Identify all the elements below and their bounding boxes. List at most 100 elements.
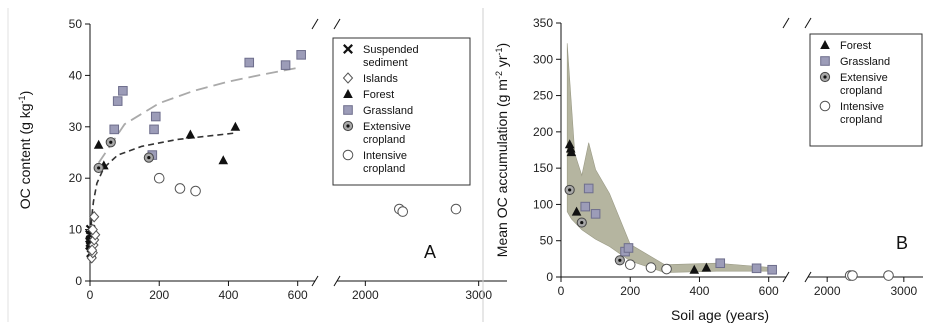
- a-panel-label: A: [424, 242, 436, 262]
- b-point-extensive-cropland-1: [576, 217, 587, 228]
- a-legend-forest-label-line-0: Forest: [363, 89, 394, 101]
- b-y-tick-label-6: 300: [533, 52, 553, 66]
- a-x-tick-label-1: 200: [149, 288, 169, 302]
- a-point-extensive-cropland-0: [93, 162, 104, 174]
- a-point-intensive-cropland-4: [397, 206, 409, 217]
- a-y-axis-label: OC content (g kg-1): [17, 91, 33, 210]
- b-y-axis-label-mid: yr: [494, 55, 510, 71]
- b-legend-grassland-marker: [820, 56, 830, 66]
- a-legend-grassland-label: Grassland: [363, 105, 413, 117]
- a-point-intensive-cropland-1: [174, 183, 186, 194]
- a-legend-forest-marker: [343, 89, 353, 98]
- a-x-tick-label-3: 600: [288, 288, 308, 302]
- b-point-grassland-5: [715, 258, 726, 269]
- a-point-grassland-6: [244, 57, 255, 68]
- a-point-islands-6: [88, 211, 100, 223]
- a-point-grassland-4: [149, 124, 159, 135]
- a-legend-suspended-sediment-marker: [343, 44, 353, 54]
- b-x-break-mark-1: [782, 271, 790, 283]
- b-y-axis-label-sup1: -2: [494, 71, 504, 79]
- b-point-extensive-cropland-1-dot: [580, 220, 584, 225]
- chart-panel-b: 0 50 100 150 200 250 300 350 0 200 400 600 2000 3000 F…: [494, 16, 923, 323]
- b-uncertainty-band: [566, 43, 773, 273]
- a-y-tick-label-4: 40: [69, 68, 83, 82]
- b-legend-extensive-cropland-marker-dot: [823, 75, 827, 79]
- a-point-intensive-cropland-5: [450, 203, 462, 215]
- b-point-intensive-cropland-5: [883, 270, 894, 281]
- b-legend-extensive-cropland-marker: [819, 71, 831, 83]
- b-y-tick-label-4: 200: [533, 125, 553, 139]
- b-point-extensive-cropland-2-dot: [618, 258, 622, 262]
- b-y-axis-label-main: Mean OC accumulation (g m: [494, 79, 510, 257]
- b-y-tick-label-2: 100: [533, 197, 553, 211]
- a-legend-extensive-cropland-label: Extensive cropland: [363, 121, 411, 146]
- a-point-extensive-cropland-2: [143, 152, 154, 163]
- a-legend-islands-label-line-0: Islands: [363, 73, 398, 85]
- b-point-grassland-0: [580, 201, 591, 212]
- b-point-grassland-1: [583, 183, 594, 194]
- a-legend-intensive-cropland-marker: [342, 149, 354, 161]
- a-x-tick-label-2: 400: [218, 288, 238, 302]
- b-point-intensive-cropland-4: [847, 270, 858, 281]
- b-top-break-mark-2: [804, 17, 812, 29]
- a-legend-suspended-sediment-marker-stroke-b: [343, 44, 353, 54]
- a-legend-intensive-cropland-label-line-1: cropland: [363, 163, 405, 175]
- a-point-intensive-cropland-2: [190, 185, 201, 197]
- b-legend-extensive-cropland-label: Extensive cropland: [840, 72, 888, 97]
- a-legend-suspended-sediment-label-line-0: Suspended: [363, 44, 419, 56]
- a-point-forest-3: [218, 155, 229, 165]
- a-point-extensive-cropland-0-dot: [97, 166, 101, 170]
- b-legend-grassland-label: Grassland: [840, 56, 890, 68]
- b-point-intensive-cropland-2: [661, 263, 672, 275]
- a-y-axis-label-sup: -1: [17, 95, 27, 103]
- b-y-axis-label-end: ): [494, 43, 510, 48]
- b-point-forest-0: [564, 139, 575, 149]
- b-point-forest-4: [689, 264, 700, 274]
- b-point-intensive-cropland-0: [624, 259, 636, 270]
- a-point-grassland-2: [118, 86, 128, 96]
- a-point-grassland-1: [112, 96, 123, 106]
- a-x-tick-label-5: 3000: [465, 288, 492, 302]
- b-point-forest-1: [565, 143, 576, 153]
- b-legend-extensive-cropland-label-line-1: cropland: [840, 85, 882, 97]
- b-x-break-mark-2: [804, 271, 812, 283]
- a-point-extensive-cropland-1: [105, 137, 116, 148]
- b-x-tick-label-2: 400: [689, 284, 709, 298]
- b-point-extensive-cropland-0: [564, 184, 575, 196]
- b-legend-forest-marker: [820, 40, 830, 49]
- a-legend-intensive-cropland-label: Intensive cropland: [363, 150, 407, 175]
- a-point-forest-0: [93, 139, 104, 149]
- a-legend-grassland-marker: [343, 105, 353, 115]
- a-legend-extensive-cropland-label-line-1: cropland: [363, 134, 405, 146]
- a-legend-grassland-label-line-0: Grassland: [363, 105, 413, 117]
- b-y-axis-label: Mean OC accumulation (g m-2 yr-1): [494, 43, 510, 257]
- a-y-axis-label-end: ): [17, 91, 33, 96]
- a-legend-suspended-sediment-label-line-1: sediment: [363, 57, 408, 69]
- a-legend-islands-marker: [342, 72, 354, 84]
- a-y-tick-label-1: 10: [69, 223, 83, 237]
- a-point-grassland-5: [150, 111, 161, 122]
- b-legend-forest-label: Forest: [840, 40, 871, 52]
- b-point-extensive-cropland-2: [614, 255, 625, 266]
- a-top-break-mark-2: [333, 18, 341, 30]
- b-legend-intensive-cropland-label-line-1: cropland: [840, 114, 882, 126]
- b-x-tick-label-3: 600: [759, 284, 779, 298]
- chart-panel-a: 0 10 20 30 40 50 0 200 400 600 2000 3000 Suspended se…: [17, 17, 507, 302]
- a-point-grassland-8: [296, 50, 306, 60]
- b-legend-box: [809, 33, 923, 147]
- b-top-break-mark-1: [782, 17, 790, 29]
- a-y-tick-label-0: 0: [75, 274, 82, 288]
- b-y-tick-label-0: 0: [546, 270, 553, 284]
- b-x-axis-label: Soil age (years): [671, 307, 769, 323]
- b-legend-intensive-cropland-label-line-0: Intensive: [840, 101, 884, 113]
- b-legend-grassland-label-line-0: Grassland: [840, 56, 890, 68]
- a-legend-box: [332, 37, 471, 186]
- b-x-tick-label-0: 0: [558, 284, 565, 298]
- a-point-islands-7: [86, 244, 98, 256]
- a-x-tick-label-4: 2000: [352, 288, 379, 302]
- a-legend-extensive-cropland-label-line-0: Extensive: [363, 121, 411, 133]
- a-point-forest-4: [230, 121, 241, 131]
- b-x-tick-label-1: 200: [620, 284, 640, 298]
- a-point-extensive-cropland-1-dot: [109, 140, 113, 144]
- a-y-axis-label-main: OC content (g kg: [17, 103, 33, 209]
